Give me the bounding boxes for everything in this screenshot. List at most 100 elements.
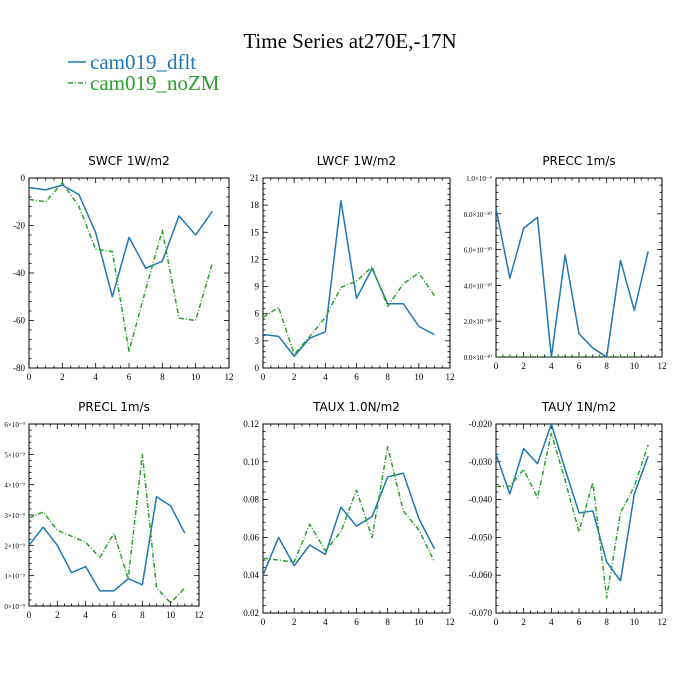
legend-label-cam019-dflt: cam019_dflt: [90, 50, 196, 74]
panel-tauy-ytick-label: -0.020: [469, 419, 493, 429]
panel-precl: PRECL 1m/s 0 2 4 6 8 10 12 0×10⁻⁹ 1×10⁻⁹ 2×10⁻⁹ 3×1…: [4, 400, 203, 620]
panel-lwcf-series-cam019-dflt: [263, 199, 435, 357]
panel-swcf-ytick-label: 0: [21, 173, 26, 183]
panel-tauy-xtick-label: 0: [494, 617, 499, 627]
panel-precc-ytick-label: 4.0×10⁻¹⁰: [464, 282, 492, 290]
panel-precl-ytick-label: 2×10⁻⁹: [4, 542, 25, 550]
panel-tauy-ytick-label: -0.050: [469, 532, 493, 542]
panel-precl-series-cam019-dflt: [29, 496, 186, 592]
panel-taux-xtick-label: 0: [261, 617, 266, 627]
panel-swcf-xtick-label: 4: [93, 372, 98, 382]
panel-swcf-xtick-label: 12: [225, 372, 234, 382]
panel-tauy-ytick-label: -0.070: [469, 608, 493, 618]
panel-swcf-ytick-label: -80: [13, 363, 25, 373]
panel-precc-xtick-label: 6: [577, 361, 582, 371]
panel-taux-ytick-label: 0.12: [243, 419, 259, 429]
panel-tauy-ytick-label: -0.030: [469, 457, 493, 467]
panel-lwcf-ytick-label: 0: [255, 363, 260, 373]
panel-taux-ytick-label: 0.04: [243, 570, 259, 580]
panel-swcf-ytick-label: -40: [13, 268, 25, 278]
panel-lwcf-xtick-label: 12: [446, 372, 455, 382]
panel-precl-xtick-label: 2: [55, 610, 60, 620]
panel-swcf-xtick-label: 0: [27, 372, 32, 382]
panel-tauy-xtick-label: 2: [521, 617, 526, 627]
panel-taux-frame: [262, 423, 451, 614]
panel-taux-xtick-label: 12: [446, 617, 455, 627]
panel-tauy-ytick-label: -0.060: [469, 570, 493, 580]
panel-swcf: SWCF 1W/m2 0 2 4 6 8 10 12 0 -20 -40 -60 -80: [13, 154, 234, 382]
panel-taux-xtick-label: 6: [354, 617, 359, 627]
panel-lwcf-ytick-label: 15: [250, 227, 260, 237]
panel-precc-ytick-label: 1.0×10⁻⁹: [466, 175, 492, 183]
panel-taux-series-cam019-nozm: [263, 445, 436, 563]
panel-lwcf-xtick-label: 2: [292, 372, 297, 382]
panel-lwcf-ytick-label: 9: [255, 282, 260, 292]
panel-lwcf-title: LWCF 1W/m2: [317, 154, 396, 168]
panel-tauy-frame: [495, 423, 663, 614]
panel-tauy-xtick-label: 12: [658, 617, 667, 627]
panel-lwcf-ytick-label: 6: [255, 309, 260, 319]
panel-tauy-series-cam019-nozm: [496, 432, 649, 599]
panel-precc-xtick-label: 2: [521, 361, 526, 371]
panel-precl-series-cam019-nozm: [29, 453, 186, 604]
panel-tauy-xtick-label: 4: [549, 617, 554, 627]
panel-swcf-xtick-label: 10: [191, 372, 201, 382]
panel-taux: TAUX 1.0N/m2 0 2 4 6 8 10 12 0.02 0.04 0.06 0.08 0.1…: [243, 400, 454, 627]
panel-precc-ytick-label: 6.0×10⁻¹⁰: [464, 247, 492, 255]
panel-precc-ytick-label: 8.0×10⁻¹⁰: [464, 211, 492, 219]
panel-taux-ytick-label: 0.02: [243, 608, 259, 618]
panel-precc-title: PRECC 1m/s: [542, 154, 615, 168]
panel-tauy-ytick-label: -0.040: [469, 495, 493, 505]
panel-swcf-xtick-label: 2: [60, 372, 65, 382]
panel-lwcf-xtick-label: 8: [385, 372, 390, 382]
panel-taux-xtick-label: 10: [414, 617, 424, 627]
panel-swcf-ytick-label: -60: [13, 316, 25, 326]
panel-tauy-xtick-label: 10: [630, 617, 640, 627]
panel-swcf-xtick-label: 8: [160, 372, 165, 382]
panel-precc-xtick-label: 0: [494, 361, 499, 371]
panel-lwcf-frame: [262, 177, 451, 369]
panel-precl-xtick-label: 8: [140, 610, 145, 620]
panel-precl-title: PRECL 1m/s: [78, 400, 150, 414]
panel-taux-xtick-label: 2: [292, 617, 297, 627]
panel-taux-title: TAUX 1.0N/m2: [312, 400, 400, 414]
panel-tauy-title: TAUY 1N/m2: [541, 400, 617, 414]
panel-swcf-series-cam019-dflt: [29, 184, 213, 298]
panel-precc-series-cam019-dflt: [496, 208, 649, 357]
panel-tauy-series-cam019-dflt: [496, 424, 649, 582]
panel-lwcf-xtick-label: 10: [414, 372, 424, 382]
panel-swcf-frame: [28, 177, 230, 369]
panel-swcf-series-cam019-nozm: [29, 182, 214, 353]
panel-taux-ytick-label: 0.08: [243, 495, 259, 505]
panel-precl-ytick-label: 1×10⁻⁹: [4, 573, 25, 581]
panel-lwcf-series-cam019-nozm: [263, 265, 436, 356]
panel-precc-ytick-label: 2.0×10⁻¹⁰: [464, 318, 492, 326]
panel-precc-xtick-label: 8: [604, 361, 609, 371]
panel-lwcf-ytick-label: 12: [250, 254, 259, 264]
panel-lwcf-xtick-label: 4: [323, 372, 328, 382]
panel-tauy: TAUY 1N/m2 0 2 4 6 8 10 12 -0.020 -0.030 -0.040 -0.…: [469, 400, 667, 627]
panels: SWCF 1W/m2 0 2 4 6 8 10 12 0 -20 -40 -60 -80 LWCF 1W/…: [4, 154, 666, 627]
panel-lwcf-ytick-label: 3: [255, 336, 260, 346]
panel-precl-ytick-label: 3×10⁻⁹: [4, 512, 25, 520]
panel-swcf-xtick-label: 6: [127, 372, 132, 382]
panel-taux-xtick-label: 4: [323, 617, 328, 627]
panel-precl-xtick-label: 4: [83, 610, 88, 620]
panel-precl-ytick-label: 4×10⁻⁹: [4, 482, 25, 490]
panel-precl-ytick-label: 6×10⁻⁹: [4, 421, 25, 429]
panel-lwcf-ytick-label: 18: [250, 200, 260, 210]
panel-lwcf-ytick-label: 21: [250, 173, 259, 183]
panel-precl-ytick-label: 5×10⁻⁹: [4, 451, 25, 459]
legend-label-cam019-noZM: cam019_noZM: [90, 71, 220, 95]
panel-taux-xtick-label: 8: [385, 617, 390, 627]
panel-lwcf: LWCF 1W/m2 0 2 4 6 8 10 12 0 3 6 9 12 15 18 21: [250, 154, 455, 382]
panel-precc-xtick-label: 4: [549, 361, 554, 371]
panel-lwcf-xtick-label: 6: [354, 372, 359, 382]
figure-legend: cam019_dflt cam019_noZM: [68, 50, 220, 95]
panel-precl-ytick-label: 0×10⁻⁹: [4, 603, 25, 611]
panel-precl-xtick-label: 6: [112, 610, 117, 620]
figure-title: Time Series at270E,-17N: [243, 29, 456, 53]
panel-precl-xtick-label: 12: [195, 610, 204, 620]
panel-tauy-xtick-label: 8: [604, 617, 609, 627]
